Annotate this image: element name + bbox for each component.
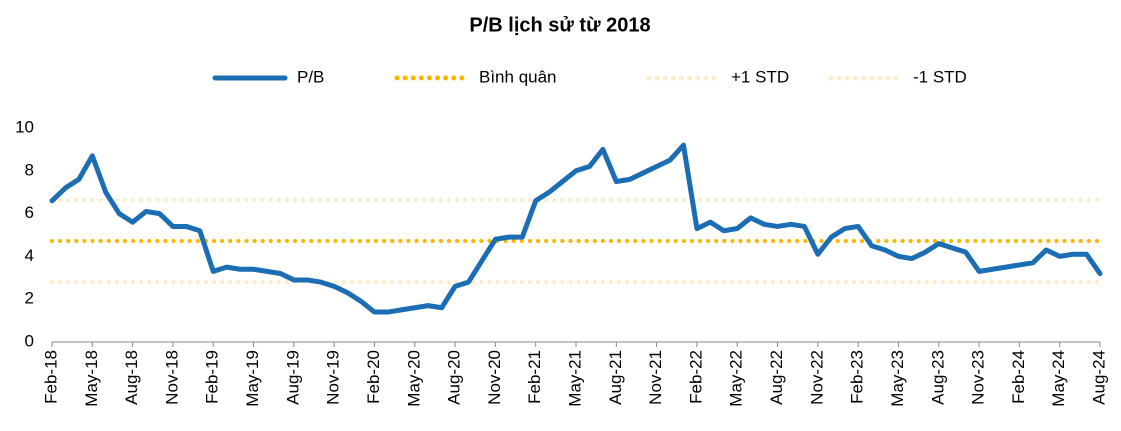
x-tick-label: May-20 bbox=[404, 350, 423, 407]
x-tick-label: Aug-23 bbox=[928, 350, 947, 405]
legend-label: Bình quân bbox=[479, 67, 557, 86]
legend-label: P/B bbox=[297, 67, 324, 86]
x-tick-label: Feb-23 bbox=[848, 350, 867, 404]
x-tick-label: Feb-24 bbox=[1009, 350, 1028, 404]
y-tick-label: 0 bbox=[25, 331, 34, 350]
x-tick-label: Aug-22 bbox=[767, 350, 786, 405]
x-tick-label: Nov-19 bbox=[324, 350, 343, 405]
x-tick-label: May-24 bbox=[1049, 350, 1068, 407]
x-tick-label: May-22 bbox=[727, 350, 746, 407]
y-tick-label: 10 bbox=[15, 117, 34, 136]
x-tick-label: Feb-18 bbox=[41, 350, 60, 404]
x-tick-label: Nov-18 bbox=[162, 350, 181, 405]
x-tick-label: Nov-22 bbox=[807, 350, 826, 405]
y-tick-label: 8 bbox=[25, 160, 34, 179]
x-tick-label: May-23 bbox=[888, 350, 907, 407]
x-tick-label: Nov-23 bbox=[969, 350, 988, 405]
y-tick-label: 4 bbox=[25, 246, 34, 265]
y-tick-label: 2 bbox=[25, 289, 34, 308]
x-tick-label: Aug-24 bbox=[1089, 350, 1108, 405]
legend-label: +1 STD bbox=[731, 67, 789, 86]
x-tick-label: Aug-19 bbox=[283, 350, 302, 405]
x-tick-label: Feb-20 bbox=[364, 350, 383, 404]
x-tick-label: Nov-21 bbox=[646, 350, 665, 405]
series-line bbox=[49, 142, 1103, 315]
x-tick-label: Aug-18 bbox=[122, 350, 141, 405]
x-tick-label: Nov-20 bbox=[485, 350, 504, 405]
y-tick-label: 6 bbox=[25, 203, 34, 222]
x-tick-label: May-21 bbox=[565, 350, 584, 407]
x-tick-label: Aug-20 bbox=[445, 350, 464, 405]
x-tick-label: Feb-21 bbox=[525, 350, 544, 404]
legend-label: -1 STD bbox=[913, 67, 967, 86]
x-tick-label: Feb-22 bbox=[686, 350, 705, 404]
chart-title: P/B lịch sử từ 2018 bbox=[469, 14, 650, 36]
x-tick-label: Aug-21 bbox=[606, 350, 625, 405]
x-tick-label: May-19 bbox=[243, 350, 262, 407]
x-tick-label: Feb-19 bbox=[203, 350, 222, 404]
x-tick-label: May-18 bbox=[82, 350, 101, 407]
